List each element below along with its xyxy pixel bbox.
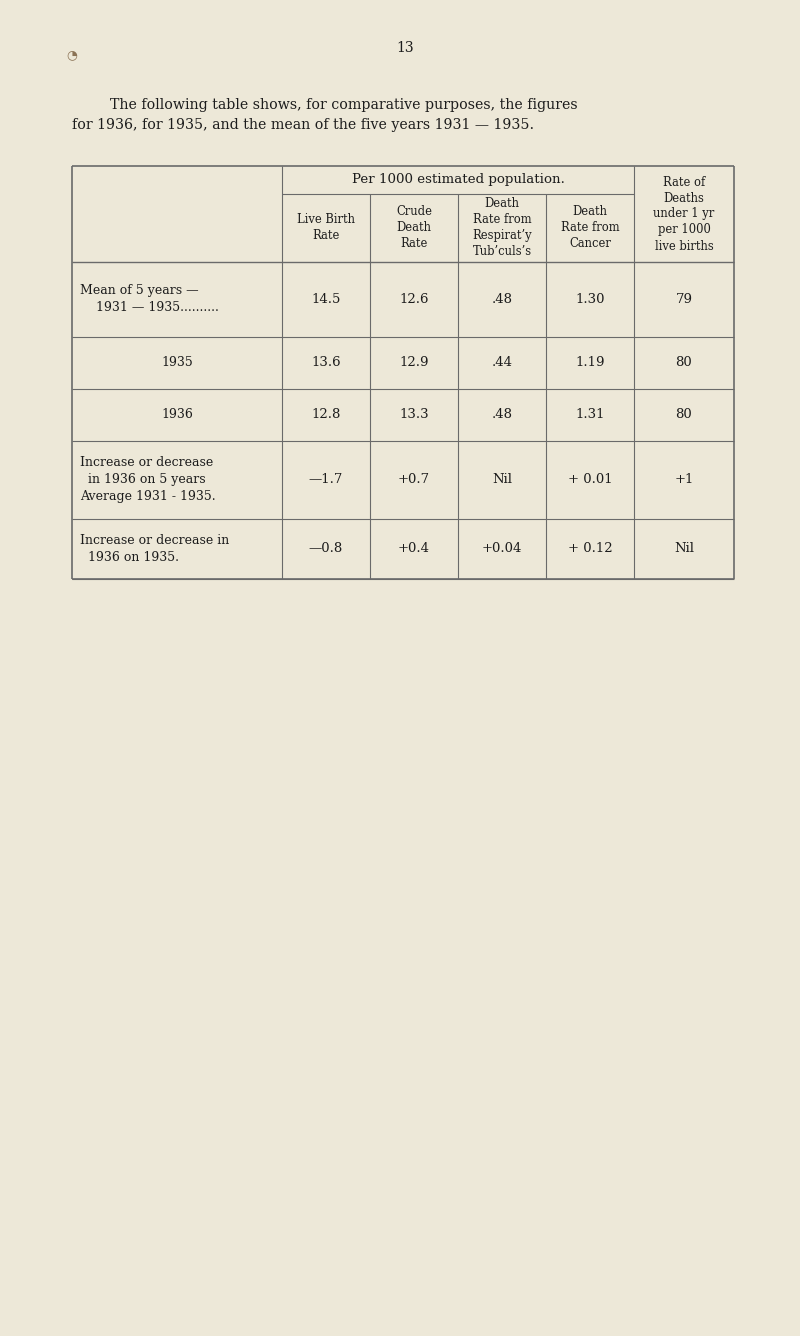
Text: + 0.01: + 0.01 xyxy=(568,473,612,486)
Text: +0.4: +0.4 xyxy=(398,542,430,556)
Text: 13: 13 xyxy=(396,41,414,55)
Text: Death
Rate from
Cancer: Death Rate from Cancer xyxy=(561,206,619,250)
Text: 1.31: 1.31 xyxy=(575,409,605,421)
Text: .48: .48 xyxy=(491,409,513,421)
Text: 1936: 1936 xyxy=(161,409,193,421)
Text: Death
Rate from
Respirat’y
Tub’culs’s: Death Rate from Respirat’y Tub’culs’s xyxy=(472,198,532,258)
Text: .44: .44 xyxy=(491,357,513,370)
Text: 80: 80 xyxy=(676,357,692,370)
Text: 1.19: 1.19 xyxy=(575,357,605,370)
Text: Nil: Nil xyxy=(674,542,694,556)
Text: 13.3: 13.3 xyxy=(399,409,429,421)
Text: 12.8: 12.8 xyxy=(311,409,341,421)
Text: Crude
Death
Rate: Crude Death Rate xyxy=(396,206,432,250)
Text: .48: .48 xyxy=(491,293,513,306)
Text: Mean of 5 years —
    1931 — 1935..........: Mean of 5 years — 1931 — 1935.......... xyxy=(80,285,219,314)
Text: +1: +1 xyxy=(674,473,694,486)
Text: 80: 80 xyxy=(676,409,692,421)
Text: 1935: 1935 xyxy=(161,357,193,370)
Text: 13.6: 13.6 xyxy=(311,357,341,370)
Text: +0.7: +0.7 xyxy=(398,473,430,486)
Text: ◔: ◔ xyxy=(66,48,78,61)
Text: Nil: Nil xyxy=(492,473,512,486)
Text: Per 1000 estimated population.: Per 1000 estimated population. xyxy=(351,174,565,187)
Text: Increase or decrease in
  1936 on 1935.: Increase or decrease in 1936 on 1935. xyxy=(80,534,230,564)
Text: 12.9: 12.9 xyxy=(399,357,429,370)
Text: 14.5: 14.5 xyxy=(311,293,341,306)
Text: The following table shows, for comparative purposes, the figures: The following table shows, for comparati… xyxy=(110,98,578,112)
Text: Rate of
Deaths
under 1 yr
per 1000
live births: Rate of Deaths under 1 yr per 1000 live … xyxy=(654,175,714,253)
Text: +0.04: +0.04 xyxy=(482,542,522,556)
Text: 79: 79 xyxy=(675,293,693,306)
Text: for 1936, for 1935, and the mean of the five years 1931 — 1935.: for 1936, for 1935, and the mean of the … xyxy=(72,118,534,132)
Text: —1.7: —1.7 xyxy=(309,473,343,486)
Text: —0.8: —0.8 xyxy=(309,542,343,556)
Text: + 0.12: + 0.12 xyxy=(568,542,612,556)
Text: 12.6: 12.6 xyxy=(399,293,429,306)
Text: Increase or decrease
  in 1936 on 5 years
Average 1931 - 1935.: Increase or decrease in 1936 on 5 years … xyxy=(80,457,216,504)
Text: Live Birth
Rate: Live Birth Rate xyxy=(297,214,355,243)
Text: 1.30: 1.30 xyxy=(575,293,605,306)
